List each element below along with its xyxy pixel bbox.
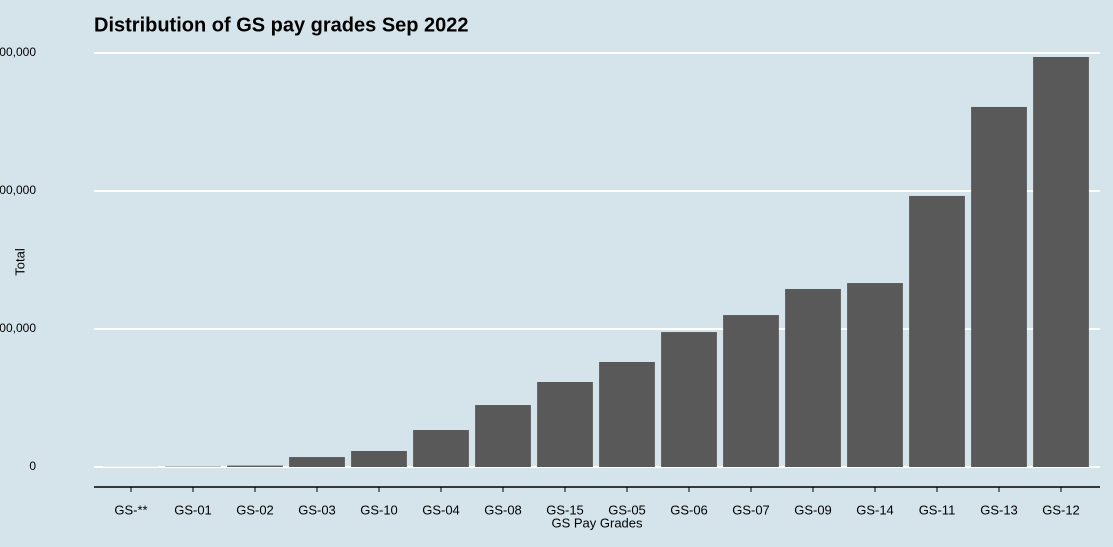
bar bbox=[475, 405, 531, 467]
x-tick-label: GS-06 bbox=[670, 502, 708, 517]
x-axis-label: GS Pay Grades bbox=[551, 515, 643, 530]
bar bbox=[413, 430, 469, 467]
x-tick-label: GS-11 bbox=[919, 502, 956, 517]
x-tick-label: GS-05 bbox=[608, 502, 646, 517]
bar bbox=[847, 283, 903, 467]
x-tick-label: GS-09 bbox=[794, 502, 832, 517]
bar bbox=[537, 381, 593, 467]
y-tick-label: 100,000 bbox=[0, 321, 36, 335]
x-tick-label: GS-** bbox=[114, 502, 147, 517]
bar bbox=[661, 332, 717, 467]
bar bbox=[723, 315, 779, 467]
y-tick-label: 0 bbox=[29, 459, 36, 473]
x-tick-label: GS-02 bbox=[236, 502, 274, 517]
x-tick-label: GS-04 bbox=[422, 502, 460, 517]
chart-title: Distribution of GS pay grades Sep 2022 bbox=[94, 14, 469, 36]
x-tick-label: GS-10 bbox=[360, 502, 398, 517]
bar bbox=[909, 195, 965, 467]
bar bbox=[599, 361, 655, 467]
y-tick-label: 200,000 bbox=[0, 183, 36, 197]
bar bbox=[1033, 57, 1089, 467]
y-tick-label: 300,000 bbox=[0, 45, 36, 59]
x-tick-label: GS-01 bbox=[174, 502, 212, 517]
x-tick-label: GS-13 bbox=[980, 502, 1018, 517]
bar bbox=[785, 288, 841, 467]
x-tick-label: GS-12 bbox=[1042, 502, 1080, 517]
x-tick-label: GS-15 bbox=[546, 502, 584, 517]
y-axis-label: Total bbox=[12, 248, 27, 276]
x-tick-label: GS-14 bbox=[856, 502, 894, 517]
x-tick-label: GS-03 bbox=[298, 502, 336, 517]
bar bbox=[351, 450, 407, 467]
x-tick-label: GS-07 bbox=[732, 502, 770, 517]
bar bbox=[971, 106, 1027, 467]
x-tick-label: GS-08 bbox=[484, 502, 522, 517]
bar bbox=[289, 457, 345, 467]
bar bbox=[227, 465, 283, 467]
